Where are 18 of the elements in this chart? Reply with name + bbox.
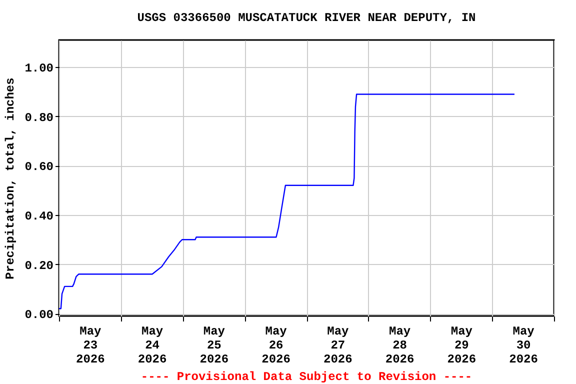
x-tick-label: May 30 2026 [509,324,538,366]
text: ---- Provisional Data Subject to Revision ---- [140,370,472,384]
y-tick-label: 0.60 [24,160,54,174]
y-axis-title: Precipitation, total, inches [4,78,18,280]
y-tick-label: 1.00 [24,62,54,76]
y-tick-label: 0.40 [24,209,54,224]
y-tick-label: 0.80 [24,110,54,125]
line-series [59,94,516,310]
x-tick-label: May 24 2026 [138,324,167,366]
x-tick-label: May 23 2026 [76,324,105,366]
x-tick-label: May 28 2026 [385,324,414,366]
chart-title: USGS 03366500 MUSCATATUCK RIVER NEAR DEPUTY, IN [137,11,476,25]
y-tick-label: 0.20 [24,258,54,273]
x-tick-label: May 29 2026 [447,324,476,366]
y-tick-label: 0.00 [24,308,54,322]
x-tick-label: May 27 2026 [324,324,352,366]
x-tick-label: May 25 2026 [200,324,229,366]
x-tick-label: May 26 2026 [262,324,290,366]
